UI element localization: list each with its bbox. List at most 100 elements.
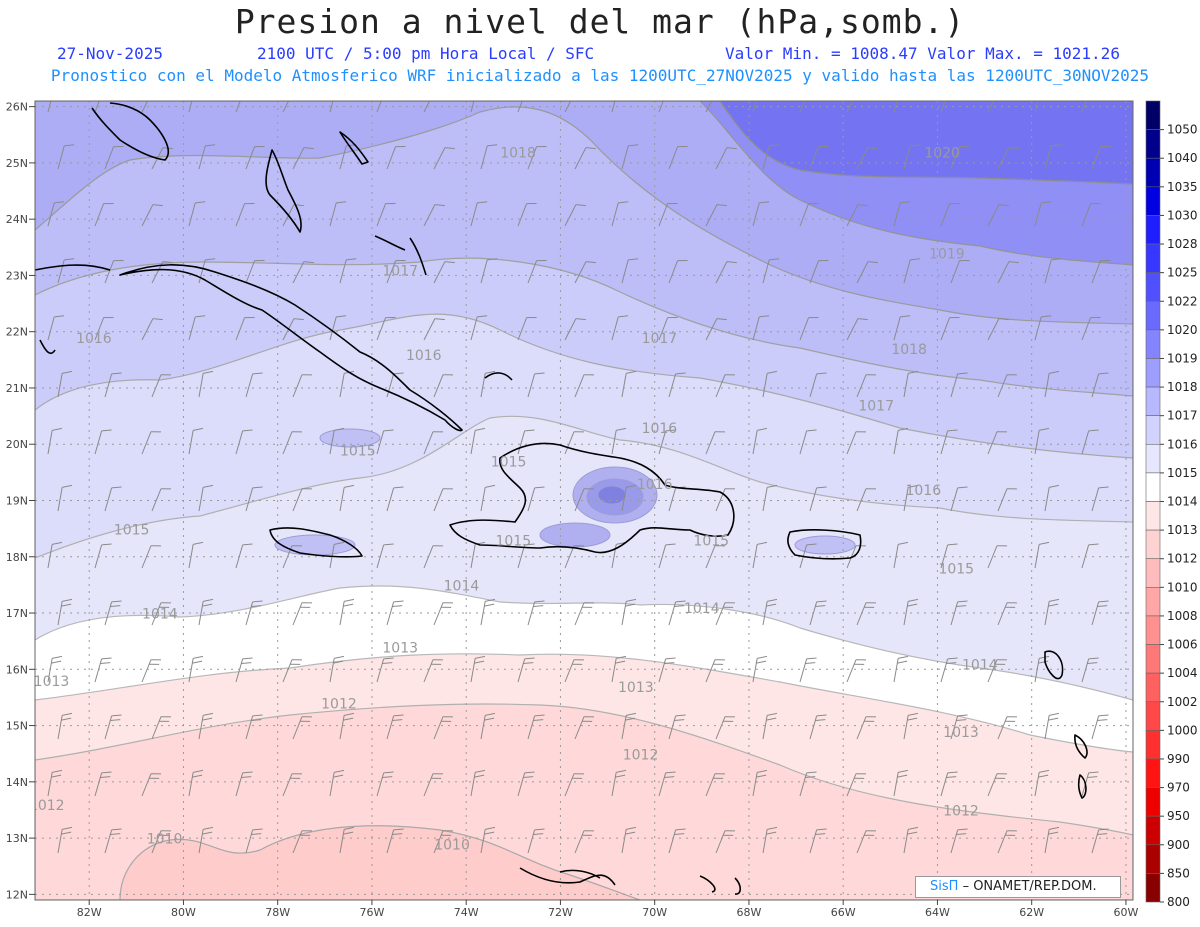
- wind-barb: [997, 716, 1017, 740]
- contour-label: 1015: [114, 522, 150, 538]
- colorbar-swatch: [1145, 815, 1161, 846]
- wind-barb: [1044, 598, 1060, 626]
- wind-barb: [987, 659, 1007, 683]
- colorbar-swatch: [1145, 386, 1161, 416]
- wind-barb: [245, 372, 263, 398]
- wind-barb: [1034, 101, 1039, 113]
- contour-label: 1015: [693, 534, 729, 550]
- contour-label: 1019: [929, 247, 965, 263]
- wind-barb: [1044, 258, 1062, 284]
- wind-barb: [339, 258, 357, 284]
- wind-barb: [611, 427, 627, 455]
- wind-barb: [705, 431, 725, 455]
- wind-barb: [762, 258, 780, 284]
- wind-barb: [1044, 370, 1060, 398]
- lat-tick-label: 25N: [6, 157, 28, 170]
- contour-label: 1018: [891, 342, 927, 358]
- wind-barb: [846, 318, 868, 341]
- wind-barb: [893, 201, 911, 227]
- wind-barb: [893, 315, 911, 341]
- wind-barb: [94, 203, 114, 227]
- contour-label: 1014: [444, 579, 480, 595]
- contour-label: 1017: [642, 331, 678, 347]
- wind-barb: [47, 101, 52, 113]
- lat-tick-label: 22N: [6, 326, 28, 339]
- wind-barb: [564, 545, 584, 569]
- wind-barb: [611, 769, 627, 797]
- wind-barb: [235, 657, 253, 683]
- wind-barb: [856, 488, 876, 512]
- wind-barb: [1091, 600, 1109, 626]
- wind-barb: [611, 315, 629, 341]
- wind-barb: [846, 204, 868, 227]
- wind-barb: [188, 101, 193, 113]
- wind-barb: [715, 374, 735, 398]
- contour-label: 1016: [76, 331, 112, 347]
- wind-barb: [668, 372, 686, 398]
- contour-label: 1012: [943, 804, 979, 820]
- wind-barb: [94, 771, 112, 797]
- colorbar-swatch: [1145, 558, 1161, 588]
- colorbar-swatch: [1145, 300, 1161, 331]
- wind-barb: [752, 541, 768, 569]
- wind-barb: [950, 600, 968, 626]
- wind-barb: [658, 429, 676, 455]
- colorbar-swatch: [1145, 529, 1161, 560]
- wind-barb: [621, 144, 639, 170]
- wind-barb: [386, 714, 404, 740]
- wind-barb: [57, 258, 75, 284]
- wind-barb: [856, 716, 876, 740]
- wind-barb: [188, 655, 204, 683]
- colorbar-label: 1035: [1167, 180, 1198, 194]
- wind-barb: [903, 484, 919, 512]
- wind-barb: [104, 600, 122, 626]
- wind-barb: [198, 712, 214, 740]
- wind-barb: [705, 659, 725, 683]
- wind-barb: [151, 830, 171, 854]
- colorbar-label: 1002: [1167, 695, 1198, 709]
- wind-barb: [1034, 427, 1050, 455]
- wind-barb: [856, 374, 876, 398]
- wind-barb: [480, 712, 496, 740]
- wind-barb: [57, 484, 73, 512]
- contour-label: 1016: [406, 348, 442, 364]
- wind-barb: [705, 318, 727, 341]
- wind-barb: [1034, 315, 1052, 341]
- wind-barb: [903, 370, 919, 398]
- wind-barb: [141, 545, 161, 569]
- wind-barb: [423, 318, 445, 341]
- wind-barb: [245, 600, 263, 626]
- wind-barb: [282, 773, 302, 797]
- wind-barb: [1081, 317, 1101, 341]
- wind-barb: [527, 828, 545, 854]
- colorbar-swatch: [1145, 243, 1161, 273]
- wind-barb: [564, 659, 584, 683]
- colorbar-label: 1012: [1167, 552, 1198, 566]
- wind-barb: [1091, 486, 1109, 512]
- chart-title: Presion a nivel del mar (hPa,somb.): [234, 2, 966, 41]
- wind-barb: [1034, 201, 1052, 227]
- wind-barb: [292, 374, 312, 398]
- wind-barb: [611, 101, 616, 113]
- wind-barb: [1081, 657, 1099, 683]
- wind-barb: [517, 543, 535, 569]
- wind-barb: [386, 146, 406, 170]
- wind-barb: [57, 144, 75, 170]
- wind-barb: [987, 773, 1007, 797]
- wind-barb: [433, 147, 455, 170]
- colorbar-swatch: [1145, 701, 1161, 731]
- wind-barb: [762, 484, 778, 512]
- sispi-logo: SisΠ: [930, 879, 959, 894]
- wind-barb: [1034, 541, 1050, 569]
- colorbar-swatch: [1145, 157, 1161, 188]
- wind-barb: [987, 431, 1007, 455]
- wind-barb: [376, 203, 396, 227]
- lat-tick-label: 19N: [6, 495, 28, 508]
- wind-barb: [57, 826, 73, 854]
- lat-tick-label: 13N: [6, 832, 28, 845]
- colorbar-label: 1018: [1167, 380, 1198, 394]
- colorbar-swatch: [1145, 443, 1161, 474]
- wind-barb: [235, 203, 255, 227]
- wind-barb: [339, 484, 355, 512]
- wind-barb: [141, 431, 161, 455]
